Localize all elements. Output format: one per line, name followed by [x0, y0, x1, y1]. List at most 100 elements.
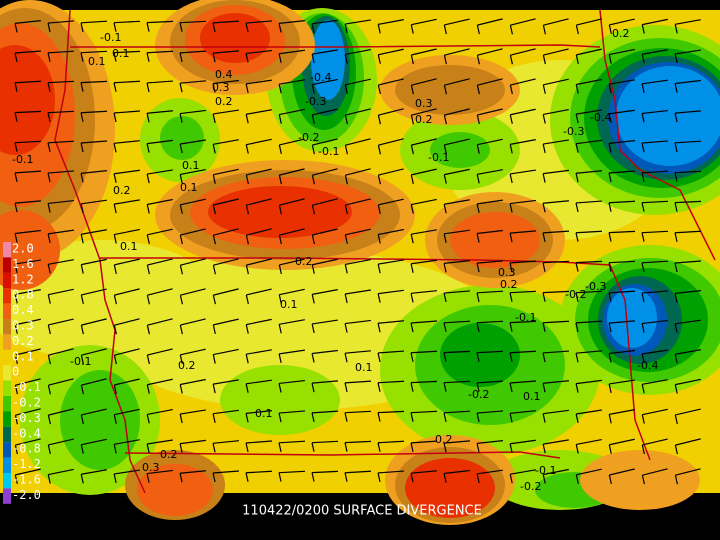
barb-flag — [377, 145, 381, 155]
wind-barb — [378, 138, 404, 146]
barb-flag — [410, 412, 414, 422]
wind-barb — [509, 230, 537, 234]
barb-flag — [377, 174, 381, 185]
barb-flag — [410, 54, 414, 65]
wind-barb — [146, 20, 174, 24]
wind-barb — [642, 79, 668, 85]
contour-label: -0.3 — [563, 125, 584, 138]
wind-barb — [81, 170, 107, 174]
wind-barb — [410, 470, 438, 474]
wind-barb — [213, 409, 239, 415]
barb-flag — [608, 353, 612, 363]
barb-flag — [47, 385, 51, 395]
wind-barb — [15, 318, 41, 326]
wind-barb — [411, 168, 437, 176]
wind-barb — [477, 18, 503, 26]
barb-flag — [278, 23, 282, 33]
barb-flag — [575, 353, 579, 363]
barb-flag — [443, 55, 447, 65]
barb-flag — [47, 233, 51, 244]
barb-flag — [344, 204, 348, 215]
legend-swatch — [3, 334, 11, 350]
barb-flag — [212, 472, 216, 483]
wind-barb — [14, 170, 42, 174]
wind-barb — [411, 198, 437, 206]
barb-flag — [113, 173, 117, 183]
wind-barb — [608, 320, 636, 324]
legend-swatch — [3, 473, 11, 489]
wind-barb — [312, 108, 338, 116]
barb-flag — [509, 352, 513, 362]
wind-barb — [212, 470, 240, 474]
barb-flag — [47, 172, 51, 183]
barb-flag — [410, 352, 414, 362]
barb-flag — [47, 294, 51, 304]
barb-flag — [377, 412, 381, 422]
barb-flag — [476, 473, 480, 483]
wind-barb — [312, 138, 338, 146]
wind-barb — [675, 378, 701, 386]
wind-barb — [246, 379, 272, 385]
wind-barb — [81, 318, 107, 326]
barb-flag — [674, 323, 678, 333]
legend-swatch — [3, 349, 11, 366]
wind-barb — [147, 378, 173, 386]
barb-flag — [14, 172, 18, 182]
wind-barb — [246, 349, 272, 355]
wind-barb — [114, 199, 140, 205]
wind-barb — [542, 350, 570, 354]
wind-barb — [312, 49, 338, 55]
barb-flag — [146, 234, 150, 244]
barb-flag — [212, 235, 216, 245]
legend-label: -1.2 — [12, 457, 41, 471]
wind-barb — [180, 168, 206, 176]
wind-barb — [246, 318, 272, 326]
wind-barb — [180, 198, 206, 206]
barb-flag — [212, 354, 216, 364]
wind-barb — [641, 200, 669, 204]
legend-swatch — [3, 257, 11, 273]
contour-label: 0.2 — [612, 27, 630, 40]
legend-swatch — [3, 488, 11, 504]
wind-barb — [81, 408, 107, 416]
wind-barb — [477, 138, 503, 146]
barb-flag — [476, 233, 480, 243]
barb-flag — [14, 324, 18, 334]
wind-barb — [377, 470, 405, 474]
wind-barb — [576, 438, 602, 446]
barb-flag — [245, 53, 249, 63]
barb-flag — [113, 234, 117, 244]
wind-barb — [509, 320, 537, 324]
wind-barb — [80, 110, 108, 114]
barb-flag — [344, 264, 348, 274]
barb-flag — [443, 352, 447, 362]
barb-flag — [443, 233, 447, 243]
barb-flag — [476, 352, 480, 362]
wind-barb — [674, 230, 702, 234]
wind-barb — [675, 290, 701, 294]
wind-barb — [147, 348, 173, 356]
wind-barb — [444, 229, 470, 235]
barb-flag — [146, 173, 150, 184]
barb-flag — [410, 382, 414, 392]
wind-barb — [410, 440, 438, 444]
wind-barb — [377, 350, 405, 354]
wind-barb — [279, 138, 305, 146]
wind-barb — [377, 380, 405, 384]
wind-barb — [47, 50, 75, 54]
barb-flag — [146, 113, 150, 123]
wind-barb — [14, 80, 42, 84]
barb-flag — [575, 232, 579, 242]
wind-barb — [213, 228, 239, 236]
legend-label: -0.8 — [12, 442, 41, 456]
wind-barb — [576, 468, 602, 476]
wind-barb — [180, 348, 206, 356]
wind-barb — [641, 140, 669, 144]
barb-flag — [575, 292, 579, 302]
barb-flag — [575, 173, 579, 183]
wind-barb — [378, 19, 404, 25]
contour-label: -0.3 — [305, 95, 326, 108]
barb-flag — [245, 324, 249, 334]
wind-barb — [411, 229, 437, 235]
barb-flag — [476, 203, 480, 214]
